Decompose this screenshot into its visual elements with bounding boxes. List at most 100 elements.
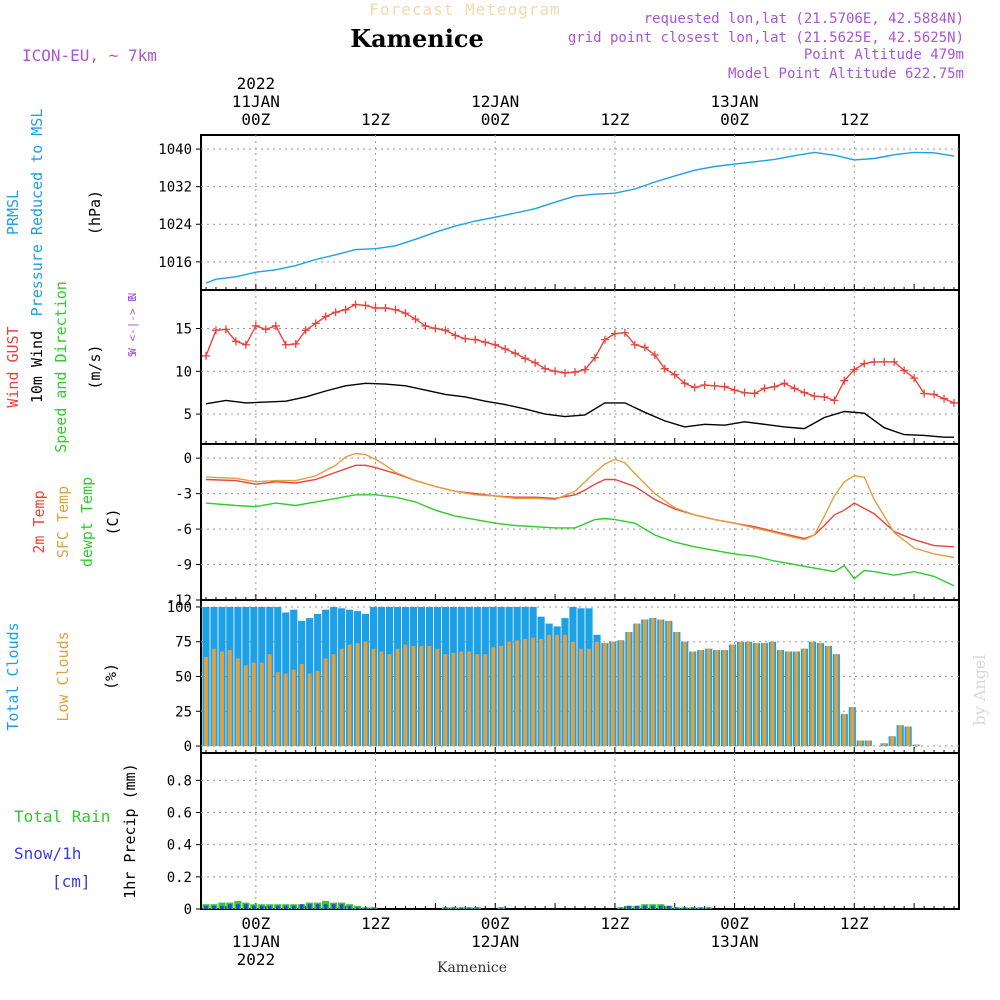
bar: [212, 905, 216, 909]
gust-marker: [501, 345, 510, 354]
gust-marker: [760, 384, 769, 393]
gust-marker: [740, 388, 749, 397]
y-axis-label: (%): [102, 663, 120, 690]
bar: [722, 650, 727, 747]
y-axis-label: SFC Temp: [54, 486, 72, 558]
bar: [610, 641, 615, 746]
y-tick-label: 10: [175, 364, 192, 380]
bar: [307, 673, 312, 746]
bar: [459, 651, 464, 747]
bar: [618, 640, 623, 746]
gust-marker: [910, 374, 919, 383]
bar: [292, 905, 296, 909]
gust-marker: [750, 389, 759, 398]
y-tick-label: 15: [175, 322, 192, 338]
bar: [228, 904, 232, 909]
bar: [459, 907, 464, 909]
bar: [595, 641, 599, 746]
bar: [339, 648, 344, 747]
bar: [260, 905, 264, 909]
gust-marker: [471, 335, 480, 344]
panel-frame: [200, 289, 960, 445]
gust-marker: [920, 389, 929, 398]
y-tick-label: 0.4: [167, 838, 192, 854]
y-tick-label: 50: [175, 670, 192, 686]
bar: [355, 907, 360, 909]
gust-marker: [630, 340, 639, 349]
y-axis-label: Wind GUST: [4, 326, 22, 407]
gust-marker: [461, 334, 470, 343]
y-axis-label: 2m Temp: [30, 490, 48, 553]
gust-marker: [860, 359, 869, 368]
chart-title: Kamenice: [350, 24, 484, 53]
bar: [235, 658, 240, 746]
bar: [204, 905, 208, 909]
gust-marker: [431, 324, 440, 333]
y-axis-label: 10m Wind: [28, 331, 46, 403]
bottom-time-label: 2022: [237, 950, 276, 969]
bar: [539, 638, 543, 746]
bar: [443, 654, 448, 746]
gust-marker: [650, 351, 659, 360]
gust-marker: [251, 321, 260, 330]
gust-marker: [610, 329, 619, 338]
bar: [682, 641, 687, 746]
gust-marker: [640, 343, 649, 352]
bar: [643, 905, 647, 909]
bar: [858, 740, 863, 747]
bar: [650, 618, 655, 747]
info-line-2: grid point closest lon,lat (21.5625E, 42…: [568, 30, 964, 46]
bar: [331, 904, 336, 909]
bar: [435, 648, 440, 747]
bar: [818, 643, 823, 746]
gust-marker: [481, 338, 490, 347]
bar: [483, 654, 488, 746]
bar: [619, 907, 623, 909]
bar: [251, 662, 256, 747]
gust-marker: [770, 382, 779, 391]
gust-marker: [281, 340, 290, 349]
precip-legend-label: [cm]: [52, 872, 91, 891]
bar: [547, 634, 551, 747]
bottom-time-label: 12Z: [600, 914, 629, 933]
y-tick-label: 1016: [158, 255, 192, 271]
bar: [866, 740, 871, 747]
bar: [690, 907, 695, 909]
bar: [571, 641, 575, 746]
bar: [698, 907, 703, 909]
top-time-label: 00Z: [481, 110, 510, 129]
gust-marker: [950, 398, 959, 407]
bar: [706, 648, 711, 747]
bar: [227, 650, 232, 747]
gust-marker: [700, 380, 709, 389]
bar: [906, 726, 911, 747]
gust-marker: [511, 349, 520, 358]
gust-marker: [600, 335, 609, 344]
y-axis-label: (hPa): [86, 190, 104, 235]
gust-marker: [890, 357, 899, 366]
gust-marker: [301, 326, 310, 335]
bar: [634, 623, 639, 746]
y-tick-label: 25: [175, 704, 192, 720]
bottom-time-label: 00Z: [241, 914, 270, 933]
bar: [587, 648, 591, 747]
compass-south: S: [126, 351, 139, 358]
gust-marker: [830, 396, 839, 405]
bar: [363, 641, 368, 746]
y-axis-label: 1hr Precip (mm): [121, 763, 139, 898]
bar: [794, 651, 799, 747]
bar: [355, 643, 360, 746]
gust-marker: [391, 305, 400, 314]
gust-marker: [291, 339, 300, 348]
bar: [914, 744, 918, 747]
series-line: [205, 494, 955, 587]
top-time-label: 13JAN: [711, 92, 759, 111]
bar: [475, 907, 480, 909]
y-tick-label: 1032: [158, 180, 192, 196]
y-axis-label: Pressure Reduced to MSL: [28, 109, 46, 317]
gust-marker: [421, 321, 430, 330]
compass-north: N: [126, 293, 139, 300]
bar: [499, 645, 504, 746]
bar: [786, 651, 791, 747]
gust-marker: [790, 384, 799, 393]
